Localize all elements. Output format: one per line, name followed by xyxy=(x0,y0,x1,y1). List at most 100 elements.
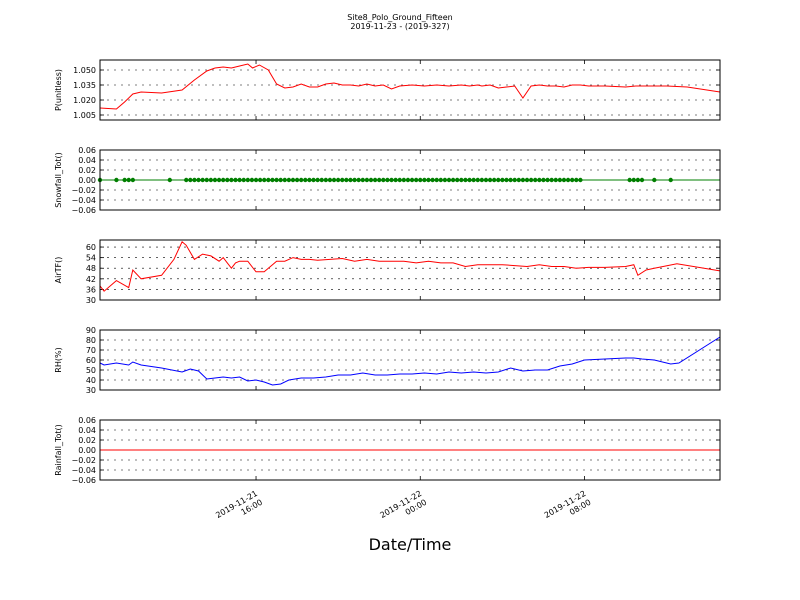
data-point xyxy=(368,177,374,183)
chart-subtitle: 2019-11-23 - (2019-327) xyxy=(350,22,449,31)
data-point xyxy=(270,177,275,183)
data-point xyxy=(192,177,197,183)
data-point xyxy=(262,177,267,183)
data-point xyxy=(450,177,456,183)
data-point xyxy=(298,177,304,183)
data-point xyxy=(216,177,222,183)
data-point xyxy=(204,177,209,183)
data-point xyxy=(253,177,259,183)
y-tick-label: −0.02 xyxy=(71,456,96,465)
data-point xyxy=(303,177,308,183)
data-point xyxy=(500,177,505,183)
y-tick-label: 60 xyxy=(86,243,96,252)
data-point xyxy=(360,177,365,183)
data-point xyxy=(553,177,558,183)
series-line xyxy=(99,240,721,292)
y-tick-label: 0.02 xyxy=(78,436,96,445)
data-point xyxy=(278,177,283,183)
y-tick-label: 54 xyxy=(86,254,96,263)
data-point xyxy=(220,177,226,183)
data-point xyxy=(549,177,554,183)
series-line xyxy=(99,336,721,386)
data-point xyxy=(290,177,296,183)
data-point xyxy=(286,177,292,183)
data-point xyxy=(459,177,464,183)
data-point xyxy=(537,177,542,183)
y-tick-label: 90 xyxy=(86,326,96,335)
chart-panel: 1.005 1.020 1.035 1.050 P(unitless) xyxy=(54,59,721,121)
series-line xyxy=(99,63,721,110)
data-point xyxy=(356,177,361,183)
data-point xyxy=(315,177,320,183)
y-tick-label: 30 xyxy=(86,386,96,395)
y-tick-label: 60 xyxy=(86,356,96,365)
data-point xyxy=(475,177,480,183)
data-point xyxy=(512,177,517,183)
data-point xyxy=(627,177,632,183)
plot-frame xyxy=(99,419,721,481)
data-point xyxy=(225,177,230,183)
data-point xyxy=(323,177,329,183)
data-point xyxy=(471,177,476,183)
data-point xyxy=(184,177,189,183)
chart-panels: 1.0051.0201.0351.050P(unitless)−0.06−0.0… xyxy=(54,59,721,520)
y-tick-label: 0.04 xyxy=(78,426,96,435)
y-tick-label: 30 xyxy=(86,296,96,305)
y-tick-label: 48 xyxy=(86,264,96,273)
data-point xyxy=(385,177,390,183)
data-point xyxy=(130,177,136,183)
data-point xyxy=(335,177,341,183)
y-tick-label: −0.06 xyxy=(71,206,96,215)
data-point xyxy=(483,177,489,183)
data-point xyxy=(245,177,251,183)
data-point xyxy=(364,177,370,183)
data-point xyxy=(208,177,214,183)
data-point xyxy=(545,177,550,183)
data-point xyxy=(294,177,300,183)
y-axis-label: P(unitless) xyxy=(54,69,63,111)
data-point xyxy=(479,177,485,183)
data-point xyxy=(389,177,394,183)
plot-frame xyxy=(99,149,721,211)
data-point xyxy=(307,177,312,183)
data-point xyxy=(114,177,119,183)
data-point xyxy=(233,177,238,183)
data-point xyxy=(524,177,530,183)
chart-panel: −0.06−0.04−0.020.000.020.040.06 Rainfall_… xyxy=(54,416,721,485)
data-point xyxy=(528,177,534,183)
data-point xyxy=(496,177,501,183)
data-point xyxy=(446,177,452,183)
data-point xyxy=(266,177,271,183)
data-point xyxy=(340,177,345,183)
data-point xyxy=(487,177,493,183)
data-point xyxy=(372,177,378,183)
data-point xyxy=(196,177,201,183)
data-point xyxy=(377,177,382,183)
y-tick-label: −0.04 xyxy=(71,196,96,205)
plot-frame xyxy=(99,329,721,391)
data-point xyxy=(557,177,563,183)
data-point xyxy=(319,177,324,183)
data-point xyxy=(422,177,427,183)
data-point xyxy=(352,177,357,183)
data-point xyxy=(520,177,526,183)
plot-frame xyxy=(99,239,721,301)
data-point xyxy=(188,177,193,183)
y-axis-label: AirTF() xyxy=(54,257,63,284)
y-tick-label: 40 xyxy=(86,376,96,385)
y-tick-label: 1.005 xyxy=(73,111,96,120)
y-tick-label: 70 xyxy=(86,346,96,355)
data-point xyxy=(491,177,497,183)
data-point xyxy=(405,177,411,183)
data-point xyxy=(212,177,218,183)
data-point xyxy=(418,177,423,183)
data-point xyxy=(167,177,173,183)
y-tick-label: 42 xyxy=(86,275,96,284)
y-tick-label: 1.050 xyxy=(73,66,96,75)
data-point xyxy=(237,177,242,183)
data-point xyxy=(327,177,333,183)
y-tick-label: 80 xyxy=(86,336,96,345)
y-tick-label: −0.02 xyxy=(71,186,96,195)
